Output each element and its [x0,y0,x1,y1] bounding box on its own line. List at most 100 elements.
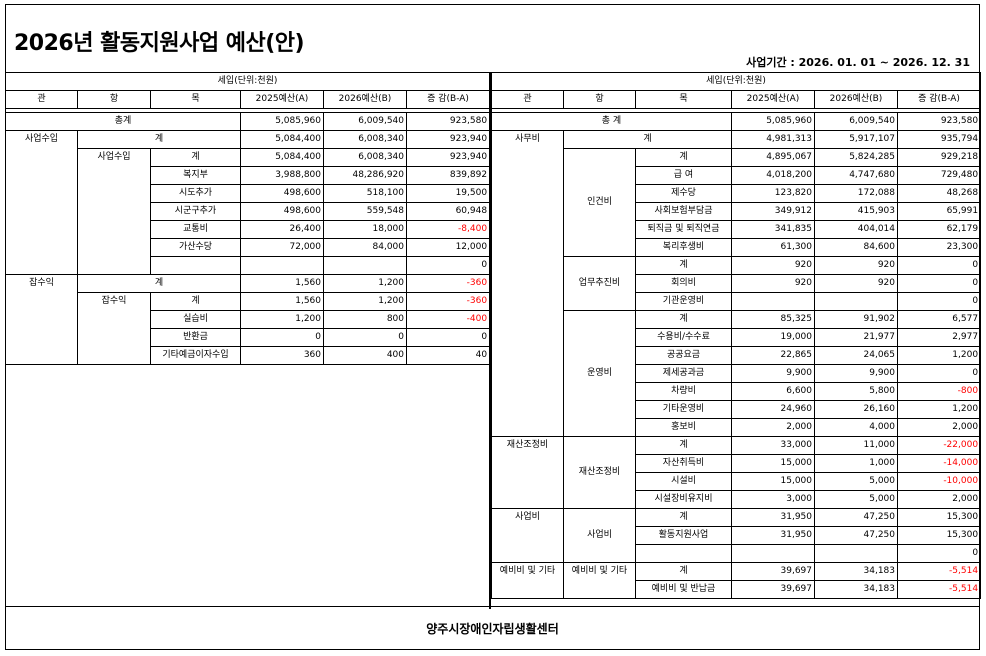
gwan-cell: 사무비 [491,130,564,437]
budget-2026-cell [814,544,898,563]
diff-cell: -8,400 [405,220,491,239]
diff-cell: -800 [896,382,982,401]
diff-cell: 923,940 [405,148,491,167]
table-row: 사무비 계 4,981,313 5,917,107 935,794 [491,130,982,437]
mok-cell: 차량비 [635,382,732,401]
budget-2026-cell: 9,900 [814,364,898,383]
column-header-gwan: 관 [491,90,564,109]
hang-cell: 업무추진비 [563,256,636,311]
budget-2025-cell: 920 [731,256,815,275]
budget-2026-cell: 920 [814,256,898,275]
budget-2026-cell: 4,747,680 [814,166,898,185]
budget-2026-cell: 84,000 [323,238,407,257]
expense-column-header-row: 관 항 목 2025예산(A) 2026예산(B) 증 감(B-A) [491,90,982,109]
budget-2025-cell: 123,820 [731,184,815,203]
income-total-row: 총계 5,085,960 6,009,540 923,580 [5,112,491,131]
gwan-cell: 잡수익 [5,274,78,365]
table-row: 잡수익 계 1,560 1,200 -360 [5,274,491,365]
total-2025: 5,085,960 [731,112,815,131]
diff-cell: 0 [896,544,982,563]
diff-cell: 62,179 [896,220,982,239]
budget-2025-cell: 360 [240,346,324,365]
mok-cell: 계 [77,130,241,149]
budget-2026-cell: 559,548 [323,202,407,221]
diff-cell: 1,200 [896,400,982,419]
column-header-2026: 2026예산(B) [814,90,898,109]
diff-cell: 40 [405,346,491,365]
budget-2025-cell: 85,325 [731,310,815,329]
budget-2025-cell: 498,600 [240,202,324,221]
column-header-gwan: 관 [5,90,78,109]
diff-cell: 0 [405,328,491,347]
table-row: 복지부 3,988,800 48,286,920 839,892 [6,166,491,185]
mok-cell: 시도추가 [150,184,241,203]
budget-2025-cell: 19,000 [731,328,815,347]
budget-2025-cell: 4,981,313 [731,130,815,149]
table-row: 복리후생비 61,300 84,600 23,300 [492,238,982,257]
center-divider [489,72,491,609]
diff-cell: 839,892 [405,166,491,185]
budget-2025-cell: 15,000 [731,472,815,491]
budget-2026-cell: 47,250 [814,526,898,545]
table-row: 반환금 0 0 0 [6,328,491,347]
table-row: 회의비 920 920 0 [492,274,982,293]
diff-cell: 935,794 [896,130,982,149]
diff-cell: 923,940 [405,130,491,149]
budget-2026-cell: 24,065 [814,346,898,365]
diff-cell: -10,000 [896,472,982,491]
budget-2025-cell: 341,835 [731,220,815,239]
mok-cell [150,256,241,275]
mok-cell: 반환금 [150,328,241,347]
hang-cell: 예비비 및 기타 [563,562,636,599]
mok-cell: 복지부 [150,166,241,185]
diff-cell: 12,000 [405,238,491,257]
mok-cell [635,544,732,563]
document-title: 2026년 활동지원사업 예산(안) [14,31,305,56]
table-row: 사회보험부담금 349,912 415,903 65,991 [492,202,982,221]
table-row: 시도추가 498,600 518,100 19,500 [6,184,491,203]
mok-cell: 기타운영비 [635,400,732,419]
mok-cell: 복리후생비 [635,238,732,257]
diff-cell: 0 [896,364,982,383]
diff-cell: -14,000 [896,454,982,473]
total-2026: 6,009,540 [814,112,898,131]
budget-2025-cell: 72,000 [240,238,324,257]
budget-2025-cell: 498,600 [240,184,324,203]
diff-cell: 2,000 [896,490,982,509]
budget-2025-cell: 15,000 [731,454,815,473]
budget-2026-cell: 34,183 [814,562,898,581]
income-column-header-row: 관 항 목 2025예산(A) 2026예산(B) 증 감(B-A) [5,90,491,109]
mok-cell: 계 [635,508,732,527]
mok-cell: 수용비/수수료 [635,328,732,347]
diff-cell: 1,200 [896,346,982,365]
total-2025: 5,085,960 [240,112,324,131]
mok-cell: 시설비 [635,472,732,491]
diff-cell: 0 [896,256,982,275]
diff-cell: 15,300 [896,508,982,527]
table-row: 수용비/수수료 19,000 21,977 2,977 [492,328,982,347]
hang-cell: 재산조정비 [563,436,636,509]
mok-cell: 계 [635,310,732,329]
table-row: 시설비 15,000 5,000 -10,000 [492,472,982,491]
diff-cell: -360 [405,292,491,311]
budget-2026-cell: 91,902 [814,310,898,329]
budget-2025-cell: 3,988,800 [240,166,324,185]
budget-2025-cell: 61,300 [731,238,815,257]
column-header-diff: 증 감(B-A) [405,90,491,109]
mok-cell: 회의비 [635,274,732,293]
mok-cell: 활동지원사업 [635,526,732,545]
mok-cell: 예비비 및 반납금 [635,580,732,599]
mok-cell: 급 여 [635,166,732,185]
budget-2026-cell: 48,286,920 [323,166,407,185]
table-row: 실습비 1,200 800 -400 [6,310,491,329]
budget-2025-cell: 39,697 [731,580,815,599]
table-row: 제수당 123,820 172,088 48,268 [492,184,982,203]
column-header-hang: 항 [563,90,636,109]
budget-2025-cell: 31,950 [731,508,815,527]
diff-cell: -5,514 [896,580,982,599]
table-row: 사업비 사업비 계 31,950 47,250 15,300 [491,508,982,563]
budget-2026-cell: 1,000 [814,454,898,473]
hang-cell: 사업비 [563,508,636,563]
mok-cell: 계 [77,274,241,293]
budget-2025-cell: 6,600 [731,382,815,401]
